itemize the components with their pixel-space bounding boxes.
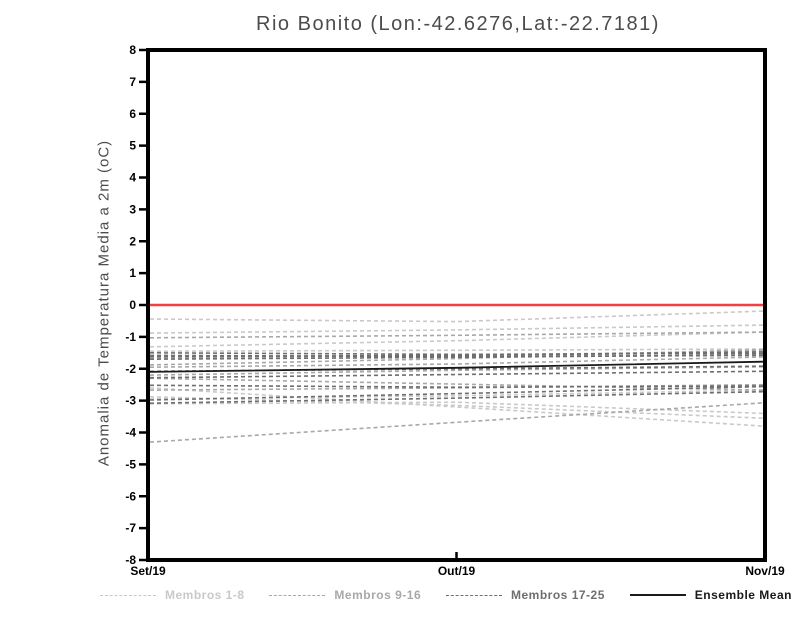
y-tick-label: -7 bbox=[125, 521, 136, 535]
legend-item: Ensemble Mean bbox=[629, 588, 792, 602]
y-tick-label: 3 bbox=[129, 202, 136, 216]
legend-dashed-line-sample bbox=[446, 594, 503, 596]
member-line bbox=[149, 310, 764, 323]
member-line bbox=[149, 402, 764, 443]
y-tick-label: 8 bbox=[129, 43, 136, 57]
y-tick-label: -2 bbox=[125, 362, 136, 376]
member-line bbox=[149, 387, 764, 427]
legend-dashed-line-sample bbox=[100, 594, 156, 596]
chart-title: Rio Bonito (Lon:-42.6276,Lat:-22.7181) bbox=[256, 13, 660, 35]
x-tick-label: Nov/19 bbox=[745, 564, 785, 578]
member-line bbox=[149, 384, 764, 389]
legend-item: Membros 9-16 bbox=[269, 588, 421, 602]
y-tick-label: 1 bbox=[129, 266, 136, 280]
member-line bbox=[149, 370, 764, 379]
y-tick-label: 6 bbox=[129, 107, 136, 121]
member-line bbox=[149, 396, 764, 419]
y-tick-label: 4 bbox=[129, 171, 136, 185]
legend-dashed-line-sample bbox=[269, 594, 326, 596]
member-line bbox=[149, 331, 764, 348]
member-line bbox=[149, 324, 764, 334]
member-line bbox=[149, 348, 764, 353]
legend-label: Ensemble Mean bbox=[694, 588, 792, 602]
legend-item: Membros 1-8 bbox=[100, 588, 245, 602]
y-tick-label: -5 bbox=[125, 457, 136, 471]
chart-legend: Membros 1-8 Membros 9-16 Membros 17-25 Ense… bbox=[100, 586, 792, 604]
y-tick-label: 0 bbox=[129, 298, 136, 312]
legend-label: Membros 17-25 bbox=[511, 588, 605, 602]
y-tick-label: -1 bbox=[125, 330, 136, 344]
y-tick-label: 7 bbox=[129, 75, 136, 89]
y-tick-label: -3 bbox=[125, 394, 136, 408]
y-tick-label: -6 bbox=[125, 489, 136, 503]
legend-label: Membros 1-8 bbox=[165, 588, 245, 602]
y-tick-label: 5 bbox=[129, 139, 136, 153]
legend-solid-line-sample bbox=[629, 594, 686, 596]
y-tick-label: 2 bbox=[129, 234, 136, 248]
ensemble-mean-line bbox=[149, 360, 764, 373]
y-tick-label: -8 bbox=[125, 553, 136, 567]
member-line bbox=[149, 401, 764, 415]
legend-item: Membros 17-25 bbox=[446, 588, 605, 602]
x-tick-label: Set/19 bbox=[130, 564, 166, 578]
x-tick-label: Out/19 bbox=[438, 564, 476, 578]
legend-label: Membros 9-16 bbox=[334, 588, 422, 602]
y-tick-label: -4 bbox=[125, 426, 136, 440]
